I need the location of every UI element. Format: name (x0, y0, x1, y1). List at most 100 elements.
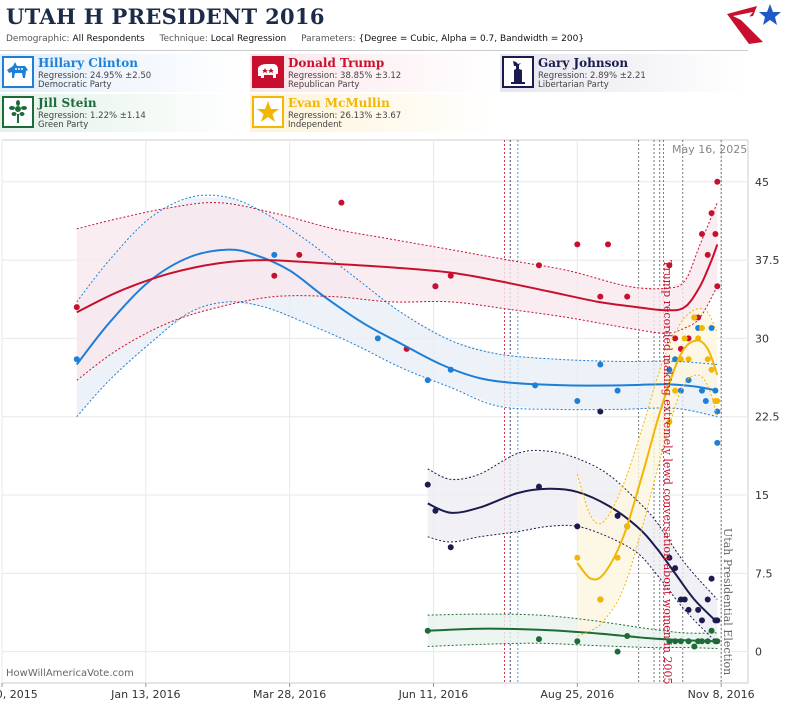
candidate-name: Donald Trump (288, 56, 385, 70)
evan-mcmullin-poll-point (714, 398, 721, 405)
donald-trump-poll-point (296, 251, 303, 258)
donald-trump-upper-bound (76, 202, 718, 290)
evan-mcmullin-poll-point (614, 554, 621, 561)
x-tick-label: Nov 8, 2016 (688, 688, 755, 701)
hillary-clinton-poll-point (614, 387, 621, 394)
y-tick-label: 30 (755, 332, 769, 345)
donald-trump-poll-point (535, 262, 542, 269)
hillary-clinton-poll-point (685, 377, 692, 384)
donald-trump-poll-point (73, 304, 80, 311)
jill-stein-poll-point (535, 636, 542, 643)
legend-card-trump[interactable]: Donald Trump Regression: 38.85% ±3.12 Re… (250, 54, 496, 92)
technique-label: Technique: (159, 34, 208, 44)
sunflower-icon (2, 96, 34, 128)
parameters-value: {Degree = Cubic, Alpha = 0.7, Bandwidth … (358, 34, 585, 44)
page-title: UTAH H PRESIDENT 2016 (6, 4, 325, 29)
gary-johnson-poll-point (424, 481, 431, 488)
gary-johnson-poll-point (685, 606, 692, 613)
candidate-party: Libertarian Party (538, 80, 609, 90)
demographic-value: All Respondents (72, 34, 145, 44)
evan-mcmullin-upper-bound (576, 307, 718, 525)
site-logo-icon (727, 4, 781, 44)
donald-trump-trend-line (76, 244, 719, 314)
jill-stein-poll-point (691, 643, 698, 650)
donald-trump-poll-point (624, 293, 631, 300)
gary-johnson-poll-point (666, 554, 673, 561)
jill-stein-lower-bound (427, 642, 718, 649)
gary-johnson-poll-point (698, 617, 705, 624)
gary-johnson-poll-point (704, 596, 711, 603)
candidate-name: Jill Stein (38, 96, 97, 110)
x-tick-label: Jun 11, 2016 (398, 688, 469, 701)
donald-trump-poll-point (708, 210, 715, 217)
x-tick-label: Aug 25, 2016 (540, 688, 614, 701)
hillary-clinton-poll-point (702, 398, 709, 405)
annotation-label: Trump recorded making extremely lewd con… (661, 260, 674, 684)
evan-mcmullin-poll-point (704, 356, 711, 363)
statue-of-liberty-icon (502, 56, 534, 88)
star-icon (252, 96, 284, 128)
elephant-icon (252, 56, 284, 88)
x-tick-label: Oct 30, 2015 (0, 688, 38, 701)
evan-mcmullin-poll-point (685, 356, 692, 363)
hillary-clinton-upper-bound (76, 194, 718, 365)
evan-mcmullin-poll-point (681, 335, 688, 342)
legend-card-johnson[interactable]: Gary Johnson Regression: 2.89% ±2.21 Lib… (500, 54, 746, 92)
header: UTAH H PRESIDENT 2016 Demographic: All R… (0, 0, 789, 50)
evan-mcmullin-poll-point (691, 314, 698, 321)
hillary-clinton-poll-point (574, 398, 581, 405)
jill-stein-trend-line (427, 627, 718, 643)
evan-mcmullin-poll-point (666, 418, 673, 425)
jill-stein-poll-point (574, 638, 581, 645)
donald-trump-poll-point (271, 272, 278, 279)
annotation-label: Utah Presidential Election (721, 528, 734, 675)
y-tick-label: 7.5 (755, 567, 773, 580)
donald-trump-poll-point (672, 335, 679, 342)
hillary-clinton-poll-point (73, 356, 80, 363)
candidate-party: Independent (288, 120, 342, 130)
donald-trump-poll-point (698, 230, 705, 237)
candidate-party: Green Party (38, 120, 89, 130)
y-tick-label: 0 (755, 646, 762, 659)
gary-johnson-lower-bound (427, 524, 718, 644)
hillary-clinton-poll-point (714, 439, 721, 446)
y-tick-label: 22.5 (755, 411, 780, 424)
donald-trump-poll-point (704, 251, 711, 258)
donald-trump-poll-point (574, 241, 581, 248)
gary-johnson-poll-point (614, 512, 621, 519)
donald-trump-lower-bound (76, 285, 718, 381)
hillary-clinton-poll-point (374, 335, 381, 342)
legend-card-clinton[interactable]: Hillary Clinton Regression: 24.95% ±2.50… (0, 54, 246, 92)
donkey-icon (2, 56, 34, 88)
jill-stein-poll-point (714, 638, 721, 645)
legend-card-stein[interactable]: Jill Stein Regression: 1.22% ±1.14 Green… (0, 94, 246, 132)
evan-mcmullin-confidence-band (577, 309, 718, 636)
evan-mcmullin-trend-line (576, 339, 719, 581)
evan-mcmullin-poll-point (672, 387, 679, 394)
x-tick-label: Mar 28, 2016 (253, 688, 326, 701)
technique-value: Local Regression (210, 34, 287, 44)
gary-johnson-poll-point (672, 565, 679, 572)
legend-card-mcmullin[interactable]: Evan McMullin Regression: 26.13% ±3.67 I… (250, 94, 496, 132)
header-divider (0, 50, 748, 51)
hillary-clinton-poll-point (597, 361, 604, 368)
hillary-clinton-poll-point (677, 387, 684, 394)
candidate-regression: Regression: 1.22% ±1.14 (38, 111, 146, 121)
site-credit: HowWillAmericaVote.com (6, 668, 134, 679)
as-of-date: May 16, 2025 (672, 143, 748, 156)
donald-trump-poll-point (712, 230, 719, 237)
y-tick-label: 37.5 (755, 254, 780, 267)
candidate-name: Hillary Clinton (38, 56, 138, 70)
demographic-label: Demographic: (6, 34, 70, 44)
donald-trump-confidence-band (76, 202, 718, 381)
gary-johnson-upper-bound (427, 449, 718, 600)
hillary-clinton-poll-point (714, 408, 721, 415)
gary-johnson-poll-point (574, 523, 581, 530)
hillary-clinton-poll-point (672, 356, 679, 363)
jill-stein-poll-point (708, 627, 715, 634)
hillary-clinton-poll-point (698, 387, 705, 394)
y-tick-label: 45 (755, 176, 769, 189)
hillary-clinton-poll-point (424, 377, 431, 384)
evan-mcmullin-poll-point (698, 324, 705, 331)
hillary-clinton-trend-line (76, 248, 718, 392)
